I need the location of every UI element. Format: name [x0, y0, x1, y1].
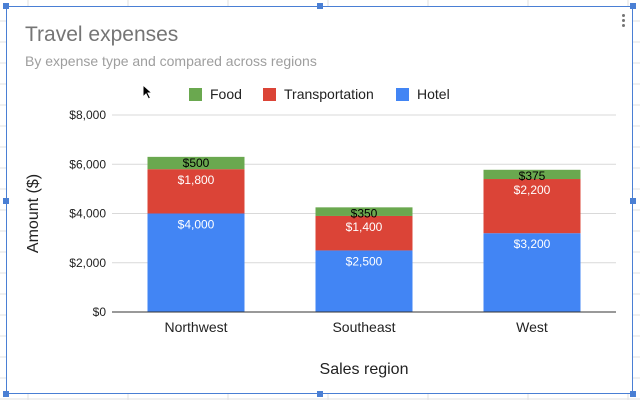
x-tick-label: Southeast	[332, 319, 395, 335]
legend-swatch-food	[189, 87, 202, 101]
plot-area: $0 $2,000 $4,000 $6,000 $8,000 $4,000 $1,800 $5…	[25, 108, 616, 378]
data-label-hotel: $2,500	[346, 254, 383, 268]
data-label-food: $500	[183, 156, 210, 170]
data-label-transportation: $2,200	[514, 183, 551, 197]
bar-segment-hotel	[147, 213, 245, 312]
resize-handle-top-left[interactable]	[3, 3, 9, 9]
resize-handle-bottom-left[interactable]	[3, 391, 9, 397]
data-label-food: $375	[519, 169, 546, 183]
bar-segment-hotel	[315, 250, 413, 312]
bar-segment-hotel	[483, 233, 581, 312]
bar-segment-food	[315, 207, 413, 216]
more-vert-icon[interactable]	[619, 14, 627, 30]
resize-handle-bottom-right[interactable]	[630, 391, 636, 397]
x-tick-label: Northwest	[164, 319, 227, 335]
resize-handle-top-right[interactable]	[630, 3, 636, 9]
resize-handle-middle-right[interactable]	[630, 198, 636, 204]
data-label-transportation: $1,400	[346, 220, 383, 234]
bar-segment-transportation	[147, 169, 245, 214]
mouse-pointer-icon	[142, 84, 154, 100]
chart-title: Travel expenses	[25, 23, 179, 46]
data-label-hotel: $4,000	[178, 218, 215, 232]
legend-item-food: Food	[189, 85, 242, 103]
resize-handle-middle-left[interactable]	[3, 198, 9, 204]
bar-segment-transportation	[315, 215, 413, 251]
x-axis-title: Sales region	[320, 361, 409, 378]
resize-handle-top-center[interactable]	[317, 3, 323, 9]
y-tick-label: $4,000	[69, 207, 106, 221]
chart-container[interactable]: Travel expenses By expense type and comp…	[3, 3, 636, 397]
bar-segment-transportation	[483, 179, 581, 234]
y-tick-label: $8,000	[69, 108, 106, 122]
legend-swatch-hotel	[396, 87, 409, 101]
y-axis-title: Amount ($)	[25, 174, 42, 253]
legend-label-transportation: Transportation	[284, 86, 374, 102]
x-tick-label: West	[516, 319, 548, 335]
bar-segment-food	[483, 169, 581, 180]
bar-segment-food	[147, 156, 245, 170]
data-label-food: $350	[351, 206, 378, 220]
legend-swatch-transportation	[263, 87, 276, 101]
legend-label-hotel: Hotel	[417, 86, 450, 102]
legend-item-transportation: Transportation	[263, 85, 374, 103]
data-label-hotel: $3,200	[514, 237, 551, 251]
resize-handle-bottom-center[interactable]	[317, 391, 323, 397]
y-tick-label: $6,000	[69, 157, 106, 171]
data-label-transportation: $1,800	[178, 173, 215, 187]
legend-label-food: Food	[210, 86, 242, 102]
legend-item-hotel: Hotel	[396, 85, 450, 103]
chart-subtitle: By expense type and compared across regi…	[25, 53, 317, 69]
y-tick-label: $0	[93, 305, 107, 319]
y-tick-label: $2,000	[69, 256, 106, 270]
